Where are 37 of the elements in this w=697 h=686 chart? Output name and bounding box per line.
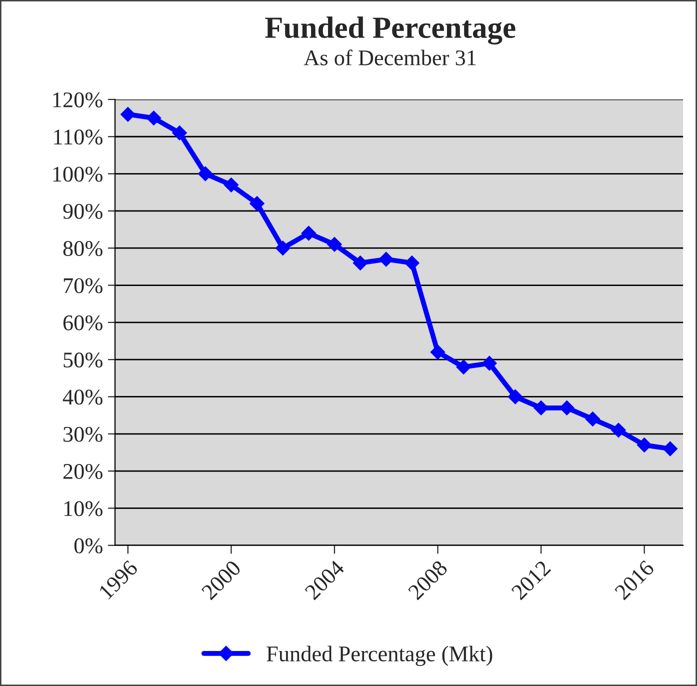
point xyxy=(352,256,368,270)
point xyxy=(224,178,239,192)
point xyxy=(456,360,471,374)
point xyxy=(611,422,626,438)
point xyxy=(146,110,162,126)
chart-subtitle: As of December 31 xyxy=(304,50,476,66)
point xyxy=(327,236,342,252)
y-tick-label: 120% xyxy=(53,92,102,108)
y-tick-label: 90% xyxy=(63,204,102,219)
point xyxy=(585,412,600,426)
point xyxy=(534,400,548,416)
point xyxy=(508,389,523,404)
y-tick-label: 50% xyxy=(64,352,102,368)
y-tick-label: 70% xyxy=(64,278,102,294)
y-tick-label: 80% xyxy=(63,241,102,256)
point xyxy=(378,252,394,267)
y-tick-label: 30% xyxy=(64,426,102,442)
point xyxy=(636,438,652,452)
y-tick-label: 60% xyxy=(63,315,102,330)
point xyxy=(250,196,264,211)
chart-title: Funded Percentage xyxy=(265,16,516,44)
legend-label: Funded Percentage (Mkt) xyxy=(266,646,492,666)
y-tick-label: 40% xyxy=(62,390,102,405)
point xyxy=(275,240,290,256)
point xyxy=(301,226,316,241)
point xyxy=(404,256,420,270)
point xyxy=(198,166,213,182)
point xyxy=(662,441,678,456)
y-tick-label: 100% xyxy=(53,166,102,182)
point xyxy=(120,106,136,122)
y-tick-label: 110% xyxy=(54,130,102,145)
y-tick-label: 10% xyxy=(64,501,102,516)
point xyxy=(482,356,497,371)
y-tick-label: 20% xyxy=(63,464,102,480)
y-tick-label: 0% xyxy=(74,538,102,554)
point xyxy=(172,126,187,140)
point xyxy=(430,344,446,360)
